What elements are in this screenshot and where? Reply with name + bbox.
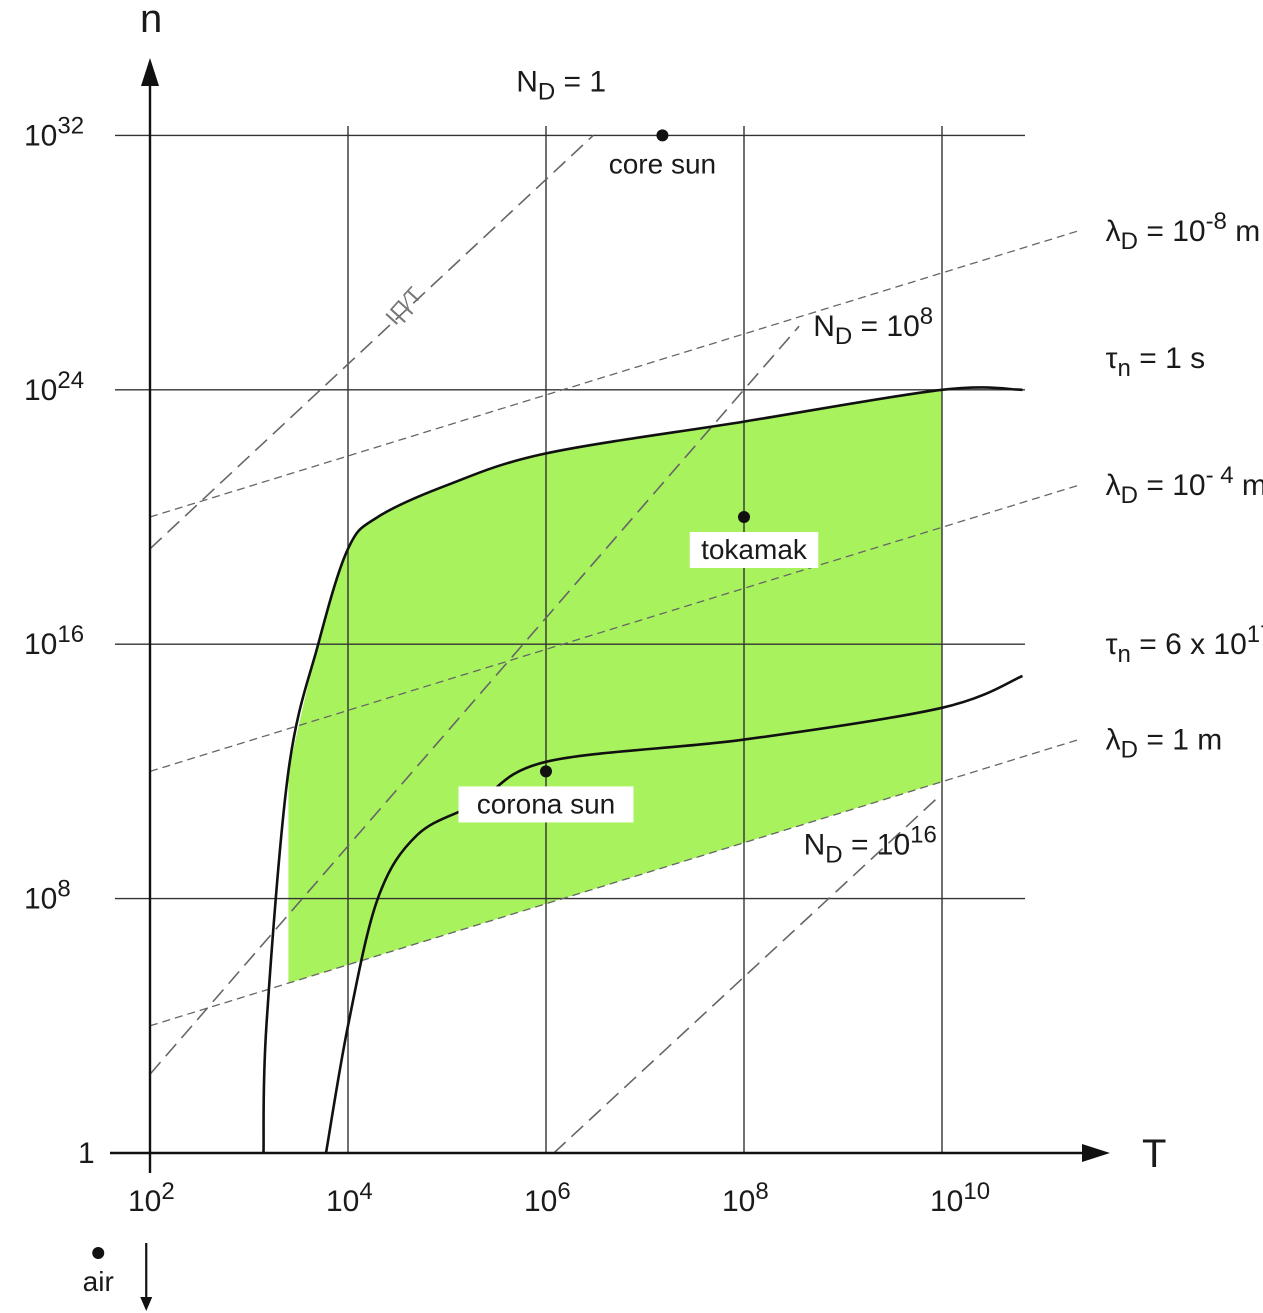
point-label-core-sun: core sun bbox=[609, 148, 716, 179]
series-line-n-d-10-16 bbox=[553, 793, 943, 1154]
plasma-region-layer bbox=[288, 389, 942, 984]
axes-layer: Tn 102 104 106 108 1010 1 108 1016 1024 1032 bbox=[24, 0, 1166, 1218]
series-line-n-1-s bbox=[262, 386, 1023, 1154]
line-label-n-d-1: ND = 1 bbox=[516, 65, 606, 105]
series-line-n-d-1 bbox=[149, 134, 594, 550]
point-label-box-tokamak bbox=[689, 532, 819, 568]
x-axis-arrow bbox=[1082, 1144, 1110, 1162]
x-tick-label-0: 102 bbox=[128, 1178, 175, 1218]
y-tick-label-0: 1 bbox=[78, 1137, 95, 1170]
rotated-annotation: I∏∕T bbox=[380, 282, 426, 329]
air-down-arrow-head bbox=[140, 1297, 153, 1311]
point-air bbox=[92, 1247, 105, 1259]
line-label-n-6-x-10-17-s: τn = 6 x 1017 s bbox=[1106, 621, 1263, 668]
line-label-n-d-10-8: ND = 108 bbox=[813, 303, 933, 350]
y-tick-label-3: 1024 bbox=[24, 367, 84, 407]
y-axis-arrow bbox=[141, 58, 159, 86]
grid-layer bbox=[115, 126, 1025, 1153]
series-line-n-d-10-8 bbox=[149, 325, 800, 1075]
x-tick-label-2: 106 bbox=[524, 1178, 571, 1218]
series-line-d-10-8-m bbox=[149, 230, 1079, 518]
x-tick-label-1: 104 bbox=[326, 1178, 373, 1218]
y-axis-label: n bbox=[140, 0, 162, 41]
line-label-d-1-m: λD = 1 m bbox=[1106, 724, 1223, 764]
y-tick-label-1: 108 bbox=[24, 876, 71, 916]
plasma-region bbox=[288, 389, 942, 984]
series-line-d-1-m bbox=[149, 738, 1079, 1027]
point-core-sun bbox=[656, 129, 669, 142]
points-layer: core sun tokamak corona sun air bbox=[83, 129, 819, 1311]
y-tick-label-4: 1032 bbox=[24, 112, 84, 152]
point-label-box-corona-sun bbox=[458, 786, 634, 823]
point-label-tokamak: tokamak bbox=[701, 534, 808, 565]
x-tick-label-3: 108 bbox=[722, 1178, 769, 1218]
line-label-n-d-10-16: ND = 1016 bbox=[804, 822, 937, 869]
line-label-d-10-8-m: λD = 10-8 m bbox=[1106, 208, 1261, 255]
series-line-d-10-4-m bbox=[149, 484, 1079, 773]
line-label-n-1-s: τn = 1 s bbox=[1106, 342, 1205, 382]
point-tokamak bbox=[738, 511, 750, 523]
y-tick-label-2: 1016 bbox=[24, 621, 84, 661]
point-label-air: air bbox=[83, 1266, 114, 1297]
x-tick-label-4: 1010 bbox=[930, 1178, 990, 1218]
x-axis-label: T bbox=[1142, 1132, 1166, 1176]
point-corona-sun bbox=[540, 765, 552, 778]
line-label-d-10-4-m: λD = 10- 4 m bbox=[1106, 462, 1263, 509]
point-label-corona-sun: corona sun bbox=[477, 788, 616, 819]
